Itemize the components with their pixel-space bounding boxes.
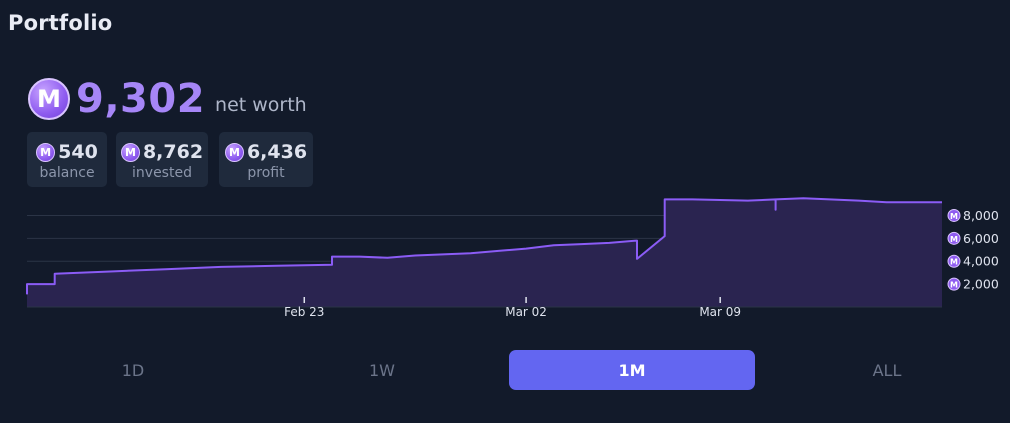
profit-label: profit — [247, 165, 285, 181]
mana-coin-icon — [947, 277, 961, 291]
mana-coin-icon: M — [120, 142, 140, 162]
profit-card: M 6,436 profit — [219, 132, 313, 187]
tab-all[interactable]: ALL — [872, 360, 902, 380]
mana-coin-icon — [947, 208, 961, 222]
mana-symbol: M — [950, 258, 958, 267]
mana-coin-icon: M — [224, 142, 244, 162]
net-worth-summary: M 9,302 net worth — [28, 74, 307, 124]
tab-1m[interactable]: 1M — [509, 350, 755, 390]
range-tabs: 1D 1W 1M ALL — [0, 350, 1010, 390]
balance-card: M 540 balance — [27, 132, 107, 187]
profit-value: 6,436 — [246, 141, 308, 163]
y-tick-label: M 2,000 — [947, 277, 999, 292]
mana-symbol: M — [950, 212, 958, 221]
y-tick-value: 6,000 — [963, 231, 999, 246]
mana-coin-icon: M — [28, 78, 70, 120]
y-tick-value: 2,000 — [963, 277, 999, 292]
x-tick-label: Feb 23 — [284, 305, 324, 319]
x-tick-label: Mar 09 — [699, 305, 741, 319]
mana-coin-icon — [947, 231, 961, 245]
y-tick-value: 4,000 — [963, 254, 999, 269]
mana-coin-icon: M — [36, 142, 56, 162]
series-line — [26, 197, 942, 295]
balance-value: 540 — [58, 141, 98, 163]
mana-symbol: M — [950, 235, 958, 244]
net-worth-label: net worth — [215, 94, 307, 116]
x-tick-label: Mar 02 — [505, 305, 547, 319]
balance-label: balance — [39, 165, 95, 181]
mana-coin-icon — [947, 254, 961, 268]
invested-label: invested — [132, 165, 192, 181]
y-tick-value: 8,000 — [963, 208, 999, 223]
page-title: Portfolio — [8, 11, 113, 35]
y-tick-label: M 4,000 — [947, 254, 999, 269]
invested-card: M 8,762 invested — [116, 132, 208, 187]
tab-1w[interactable]: 1W — [369, 360, 395, 380]
y-tick-label: M 8,000 — [947, 208, 999, 223]
net-worth-value: 9,302 — [76, 76, 206, 122]
y-tick-label: M 6,000 — [947, 231, 999, 246]
mana-symbol: M — [950, 281, 958, 290]
tab-1d[interactable]: 1D — [121, 360, 145, 380]
invested-value: 8,762 — [142, 141, 204, 163]
portfolio-chart[interactable]: Feb 23 Mar 02 Mar 09 M 2,000 M 4,000 M 6,000 M 8,0… — [0, 190, 1010, 325]
